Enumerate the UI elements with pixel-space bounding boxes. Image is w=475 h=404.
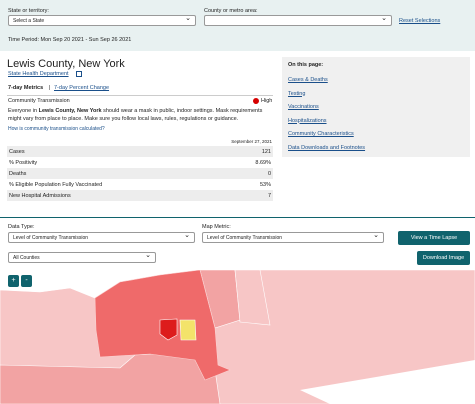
map-metric-select[interactable]: Level of Community Transmission <box>202 231 384 243</box>
text: Everyone in <box>8 108 38 114</box>
time-period: Time Period: Mon Sep 20 2021 - Sun Sep 2… <box>8 37 132 43</box>
text: should wear a mask in public, indoor set… <box>8 108 263 122</box>
text: Lewis County, New York <box>38 108 102 114</box>
transmission-label: Community Transmission <box>8 98 70 104</box>
divider <box>7 95 273 96</box>
cell: 7 <box>267 193 271 199</box>
cell: 53% <box>259 182 271 188</box>
external-icon <box>76 71 82 77</box>
table-row: % Eligible Population Fully Vaccinated 53… <box>7 179 273 190</box>
ocean <box>300 360 475 404</box>
page-link[interactable]: Hospitalizations <box>288 117 327 124</box>
label: County or metro area: <box>204 8 258 14</box>
date: September 27, 2021 <box>231 139 272 144</box>
tab[interactable]: 7-day Percent Change <box>54 85 110 91</box>
health-link[interactable]: State Health Department <box>8 71 69 77</box>
on-this-page <box>282 57 470 157</box>
page-link[interactable]: Testing <box>288 90 306 97</box>
title: Lewis County, New York <box>7 58 125 70</box>
panel-title: On this page: <box>288 62 324 68</box>
level: High <box>261 98 273 104</box>
label: Data Type: <box>8 224 35 230</box>
how-link[interactable]: How is community transmission calculated… <box>8 126 105 132</box>
cell: New Hospital Admissions <box>9 193 71 199</box>
counties-select[interactable]: All Counties <box>8 251 156 263</box>
page-link[interactable]: Cases & Deaths <box>288 77 328 83</box>
divider <box>0 217 475 218</box>
county-select[interactable] <box>204 14 392 26</box>
message: Everyone in Lewis County, New York shoul… <box>8 108 270 123</box>
cell: 0 <box>267 171 271 177</box>
data-type-select[interactable]: Level of Community Transmission <box>8 231 195 243</box>
cell: Deaths <box>9 171 27 177</box>
county <box>179 319 197 341</box>
table-row: % Positivity 8.69% <box>7 157 273 168</box>
level-dot <box>253 98 259 104</box>
tab-active[interactable]: 7-day Metrics <box>8 85 44 91</box>
new-hampshire <box>234 270 271 326</box>
table-row: Deaths 0 <box>7 168 273 179</box>
label: Map Metric: <box>202 224 231 230</box>
cell: Cases <box>9 149 25 155</box>
download-button[interactable]: Download Image <box>417 251 470 265</box>
cell: % Positivity <box>9 160 38 166</box>
cell: 8.69% <box>255 160 271 166</box>
table-row: New Hospital Admissions 7 <box>7 190 273 201</box>
page-link[interactable]: Vaccinations <box>288 104 319 110</box>
state-select[interactable]: Select a State <box>8 14 196 26</box>
reset-link[interactable]: Reset Selections <box>399 18 441 24</box>
cell: % Eligible Population Fully Vaccinated <box>9 182 103 188</box>
table-row: Cases 121 <box>7 146 273 157</box>
cell: 121 <box>261 149 271 155</box>
lewis-county <box>159 318 178 341</box>
zoom-in[interactable]: + <box>8 275 19 287</box>
label: State or territory: <box>8 8 49 14</box>
zoom-out[interactable]: - <box>21 275 32 287</box>
separator: | <box>49 85 51 91</box>
time-lapse-button[interactable]: View a Time Lapse <box>398 231 470 245</box>
map <box>0 270 475 404</box>
page-link[interactable]: Data Downloads and Footnotes <box>288 144 366 151</box>
page-link[interactable]: Community Characteristics <box>288 131 354 137</box>
